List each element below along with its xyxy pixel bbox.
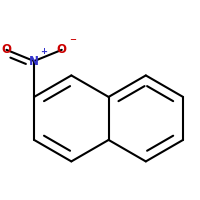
Text: O: O <box>57 43 67 56</box>
Text: −: − <box>70 36 77 45</box>
Text: +: + <box>40 47 47 56</box>
Text: N: N <box>29 55 39 68</box>
Text: O: O <box>1 43 11 56</box>
